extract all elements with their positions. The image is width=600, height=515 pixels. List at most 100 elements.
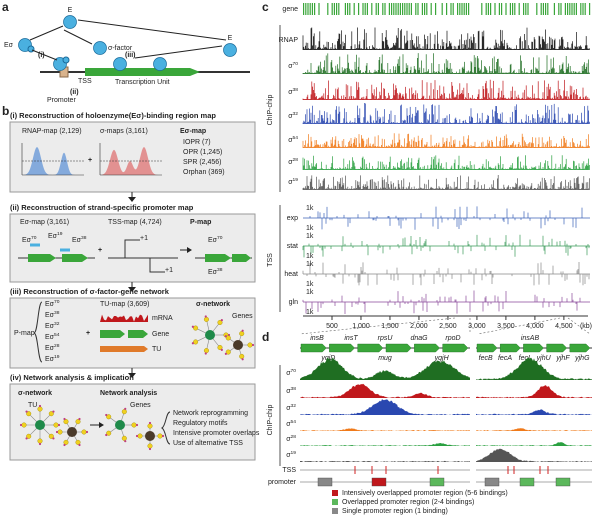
axis — [21, 143, 84, 176]
gene-stripe — [399, 3, 401, 15]
gene-stripe — [406, 3, 408, 15]
x-tick-label: 3,500 — [497, 323, 515, 330]
gene-stripe — [514, 3, 516, 15]
gene-stripe — [397, 3, 399, 15]
gene-stripe — [536, 3, 538, 15]
tu-arrow — [100, 346, 148, 352]
label: dnaG — [410, 335, 428, 342]
sigma-node — [233, 340, 243, 350]
tu-node — [193, 339, 199, 345]
tu-node — [63, 419, 69, 425]
label: yjhF — [555, 355, 570, 362]
label: OPR (1,245) — [183, 149, 222, 156]
base: σ — [288, 113, 293, 120]
gene-node — [124, 407, 127, 410]
promoter-region — [555, 477, 571, 487]
tu-node — [193, 325, 199, 331]
label: insAB — [521, 335, 540, 342]
sup: 54 — [293, 135, 299, 141]
gene-node — [38, 442, 42, 446]
gene-node — [148, 421, 152, 425]
gene-stripe — [388, 3, 390, 15]
label: σ-network — [196, 301, 230, 308]
label: Transcription Unit — [115, 79, 170, 86]
label: Promoter — [47, 97, 76, 104]
gene-stripe — [366, 3, 368, 15]
gene-node — [220, 319, 223, 322]
gene-stripe — [362, 3, 364, 15]
panel-label: b — [2, 104, 9, 118]
binding-profile — [476, 409, 592, 415]
label: P-map — [190, 219, 211, 226]
base: σ — [286, 405, 291, 412]
gene-stripe — [584, 3, 586, 15]
gene-stripe — [494, 3, 496, 15]
base: Eσ — [72, 237, 82, 244]
transcription-unit — [85, 68, 200, 76]
gene-stripe — [333, 3, 335, 15]
label: Gene — [152, 331, 169, 338]
panel-label: a — [2, 0, 9, 14]
gene-stripe — [430, 3, 432, 15]
step-box — [9, 383, 256, 461]
gene-stripe — [318, 3, 320, 15]
label: (i) Reconstruction of holoenzyme(Eσ)-bin… — [10, 111, 216, 120]
gene-stripe — [468, 3, 470, 15]
label: stat — [287, 243, 298, 250]
tss-track — [303, 206, 590, 230]
gene-stripe — [305, 3, 307, 15]
gene-stripe — [575, 3, 577, 15]
base: σ — [288, 159, 293, 166]
binding-profile — [476, 442, 592, 446]
base: Eσ — [45, 356, 55, 363]
gene-node — [204, 315, 207, 318]
sup: 38 — [291, 386, 297, 392]
gene-stripe — [375, 3, 377, 15]
base: σ — [288, 137, 293, 144]
label: yjhU — [536, 355, 552, 362]
sup: 70 — [293, 61, 299, 67]
label: σ-maps (3,161) — [100, 128, 148, 135]
gene-stripe — [463, 3, 465, 15]
label: gene — [282, 6, 298, 13]
label: fecI — [519, 355, 530, 362]
node — [153, 57, 167, 71]
base: σ — [288, 179, 293, 186]
gene-node — [148, 447, 152, 451]
gene-stripe — [371, 3, 373, 15]
tss-mark — [354, 466, 549, 474]
gene-stripe — [545, 3, 547, 15]
node — [27, 45, 35, 53]
label: TSS — [267, 253, 274, 267]
sigma-label: Eσ38 — [72, 235, 87, 244]
gene-arrow — [476, 343, 591, 353]
gene-stripe — [327, 3, 329, 15]
sigma-label: σ28 — [286, 434, 296, 443]
gene-node — [105, 433, 108, 437]
sigma-label: Eσ70 — [208, 235, 223, 244]
label: RNAP-map (2,129) — [22, 128, 82, 135]
gene-stripe — [347, 3, 349, 15]
gene-stripe — [393, 3, 395, 15]
label: +1 — [140, 235, 148, 242]
gene-stripe — [523, 3, 525, 15]
binding-profile — [300, 383, 470, 398]
gene-node — [57, 423, 61, 427]
gene-stripe — [377, 3, 379, 15]
gene-node — [25, 410, 28, 413]
base: σ — [286, 421, 291, 428]
tu-node — [239, 353, 245, 359]
tss-line — [108, 239, 178, 273]
gene-stripe — [465, 3, 467, 15]
gene-node — [55, 430, 59, 434]
signal-track — [302, 133, 590, 148]
gene-node — [224, 352, 227, 355]
tu-node — [147, 423, 153, 429]
gene-stripe — [426, 3, 428, 15]
sup: 19 — [54, 354, 60, 360]
promoter-region — [519, 477, 535, 487]
sup: 32 — [54, 321, 60, 327]
tu-node — [81, 429, 87, 435]
sigma-label: Eσ19 — [45, 354, 60, 363]
